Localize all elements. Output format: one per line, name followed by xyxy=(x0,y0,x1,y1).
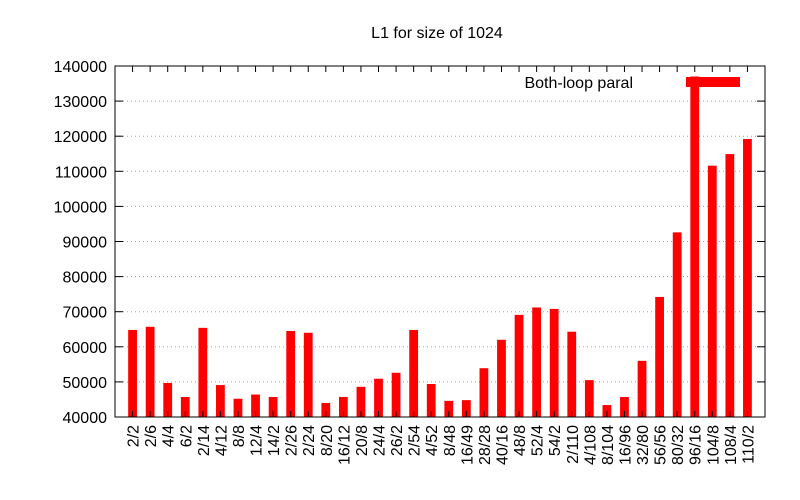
bar xyxy=(655,296,664,417)
bar xyxy=(216,385,225,417)
x-tick-label: 32/80 xyxy=(635,425,652,465)
bar xyxy=(163,382,173,417)
y-tick-label: 140000 xyxy=(54,59,107,76)
x-tick-label: 28/28 xyxy=(477,425,494,465)
x-tick-label: 54/2 xyxy=(547,425,564,456)
bar xyxy=(268,396,278,417)
bar xyxy=(725,154,735,417)
bar xyxy=(707,165,717,417)
bar xyxy=(532,307,542,417)
x-tick-label: 2/14 xyxy=(196,425,213,456)
grid-lines xyxy=(115,100,765,383)
bar xyxy=(338,396,348,417)
plot-frame xyxy=(114,65,766,418)
bar xyxy=(286,331,296,417)
x-tick-label: 4/52 xyxy=(424,425,441,456)
bar xyxy=(461,400,471,417)
x-tick-label: 4/12 xyxy=(213,425,230,456)
bar xyxy=(145,326,155,417)
bar xyxy=(497,339,506,417)
bar xyxy=(672,232,682,417)
bar xyxy=(128,329,137,417)
legend: Both-loop paral xyxy=(524,75,740,92)
x-tick-label: 16/12 xyxy=(336,425,353,465)
x-tick-label: 8/20 xyxy=(319,425,336,456)
bar xyxy=(637,360,647,417)
bar xyxy=(356,386,366,417)
x-tick-label: 52/4 xyxy=(530,425,547,456)
bar xyxy=(180,396,190,417)
x-tick-label: 4/108 xyxy=(582,425,599,465)
bar xyxy=(198,327,208,417)
bar xyxy=(374,378,383,417)
bar xyxy=(743,139,752,417)
x-tick-label: 24/4 xyxy=(372,425,389,456)
bar xyxy=(409,329,419,417)
x-tick-label: 2/54 xyxy=(407,425,424,456)
bar xyxy=(391,372,401,417)
y-tick-label: 130000 xyxy=(54,94,107,111)
y-tick-label: 50000 xyxy=(63,375,108,392)
x-tick-label: 2/110 xyxy=(565,425,582,464)
bar xyxy=(567,331,577,417)
bar xyxy=(549,308,559,417)
bar xyxy=(426,384,436,417)
x-tick-label: 8/48 xyxy=(442,425,459,456)
x-tick-label: 2/24 xyxy=(301,425,318,456)
x-tick-labels: 2/2 2/6 4/4 6/2 2/14 4/12 8/8 12/4 14/2 2/26 2/24 8… xyxy=(126,425,758,465)
y-tick-label: 40000 xyxy=(63,410,108,427)
bar xyxy=(321,402,331,417)
y-tick-labels: 40000 50000 60000 70000 80000 90000 100000 1100… xyxy=(54,59,107,427)
bar xyxy=(303,332,313,417)
x-tick-label: 16/96 xyxy=(617,425,634,465)
bar xyxy=(479,368,489,417)
y-tick-label: 60000 xyxy=(63,340,108,357)
x-tick-label: 12/4 xyxy=(249,425,266,456)
x-tick-label: 20/8 xyxy=(354,425,371,456)
x-tick-label: 8/104 xyxy=(600,425,617,465)
bars xyxy=(128,76,752,417)
x-tick-label: 108/4 xyxy=(723,425,740,465)
chart-title: L1 for size of 1024 xyxy=(371,25,503,42)
x-tick-label: 56/56 xyxy=(653,425,670,465)
x-tick-label: 16/49 xyxy=(459,425,476,465)
bar xyxy=(233,398,243,417)
legend-label: Both-loop paral xyxy=(524,75,633,92)
x-tick-label: 14/2 xyxy=(266,425,283,456)
x-tick-label: 2/2 xyxy=(126,425,143,447)
x-tick-label: 104/8 xyxy=(705,425,722,465)
x-tick-label: 8/8 xyxy=(231,425,248,447)
x-tick-label: 4/4 xyxy=(161,425,178,447)
bar xyxy=(690,76,700,417)
bar xyxy=(444,400,454,417)
y-tick-label: 90000 xyxy=(63,235,108,252)
x-tick-label: 96/16 xyxy=(688,425,705,465)
axes xyxy=(114,65,766,418)
x-tick-label: 110/2 xyxy=(740,425,757,464)
x-tick-label: 2/26 xyxy=(284,425,301,456)
x-tick-label: 80/32 xyxy=(670,425,687,465)
bar xyxy=(620,396,629,417)
legend-swatch xyxy=(686,77,740,87)
bar xyxy=(584,380,594,417)
bar xyxy=(514,314,524,417)
x-tick-label: 2/6 xyxy=(143,425,160,447)
x-tick-label: 6/2 xyxy=(178,425,195,447)
x-tick-label: 40/16 xyxy=(494,425,511,465)
y-tick-label: 80000 xyxy=(63,270,108,287)
x-tick-label: 26/2 xyxy=(389,425,406,456)
y-tick-label: 110000 xyxy=(55,164,107,181)
bar xyxy=(251,394,260,417)
y-tick-label: 100000 xyxy=(54,199,107,216)
y-tick-label: 70000 xyxy=(63,305,108,322)
y-tick-label: 120000 xyxy=(54,129,107,146)
x-tick-label: 48/8 xyxy=(512,425,529,456)
